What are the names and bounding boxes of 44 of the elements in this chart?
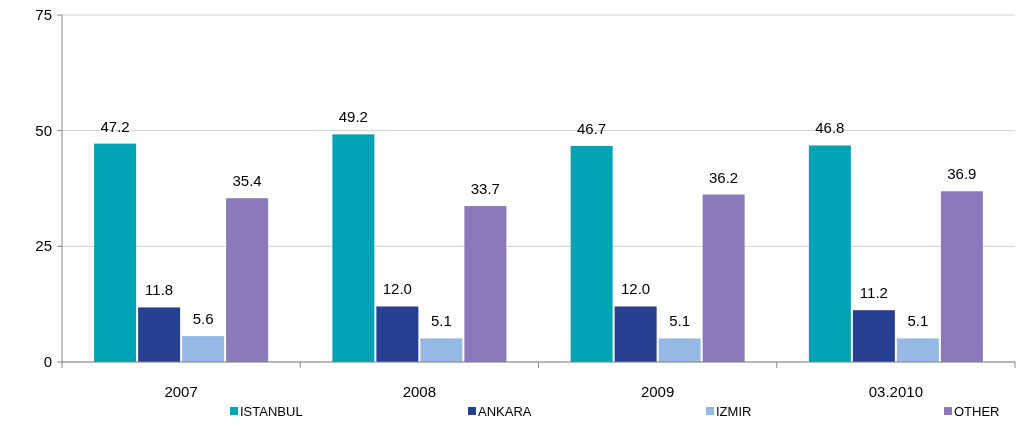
data-label: 46.8 — [815, 119, 845, 137]
bar — [94, 143, 137, 362]
data-label: 35.4 — [232, 172, 262, 190]
data-label: 36.9 — [947, 165, 977, 183]
y-tick-label: 75 — [35, 6, 52, 23]
bar — [940, 191, 983, 362]
bar — [658, 338, 701, 362]
x-tick-label: 03.2010 — [868, 383, 923, 400]
bar — [570, 145, 613, 362]
bar — [226, 198, 269, 362]
bar — [420, 338, 463, 362]
legend-label: ANKARA — [478, 404, 532, 419]
data-label: 5.1 — [669, 312, 691, 330]
data-label: 5.6 — [192, 310, 214, 328]
x-tick-label: 2007 — [164, 383, 198, 400]
data-label: 5.1 — [907, 312, 929, 330]
data-label: 12.0 — [382, 280, 412, 298]
y-tick-label: 25 — [35, 237, 52, 255]
bar — [702, 194, 745, 362]
data-label: 46.7 — [577, 119, 607, 137]
data-label: 49.2 — [338, 108, 368, 126]
bar — [138, 307, 181, 362]
bar — [896, 338, 939, 362]
bar — [332, 134, 375, 362]
y-tick-label: 0 — [43, 353, 52, 370]
y-tick-label: 50 — [35, 121, 52, 139]
data-label: 5.1 — [430, 312, 452, 330]
data-label: 12.0 — [621, 280, 651, 298]
bar — [808, 145, 851, 362]
bar — [376, 306, 419, 362]
bar — [614, 306, 657, 362]
legend-label: IZMIR — [716, 404, 752, 419]
bar — [464, 206, 507, 362]
bar — [852, 310, 895, 362]
data-label: 11.2 — [859, 284, 888, 302]
data-label: 33.7 — [470, 180, 500, 198]
data-label: 47.2 — [100, 117, 130, 135]
legend-label: OTHER — [954, 404, 1000, 419]
x-tick-label: 2009 — [640, 383, 675, 400]
legend-label: ISTANBUL — [240, 404, 303, 419]
data-label: 36.2 — [709, 168, 739, 186]
data-label: 11.8 — [145, 281, 174, 299]
x-tick-label: 2008 — [402, 383, 437, 400]
bar — [182, 336, 225, 362]
